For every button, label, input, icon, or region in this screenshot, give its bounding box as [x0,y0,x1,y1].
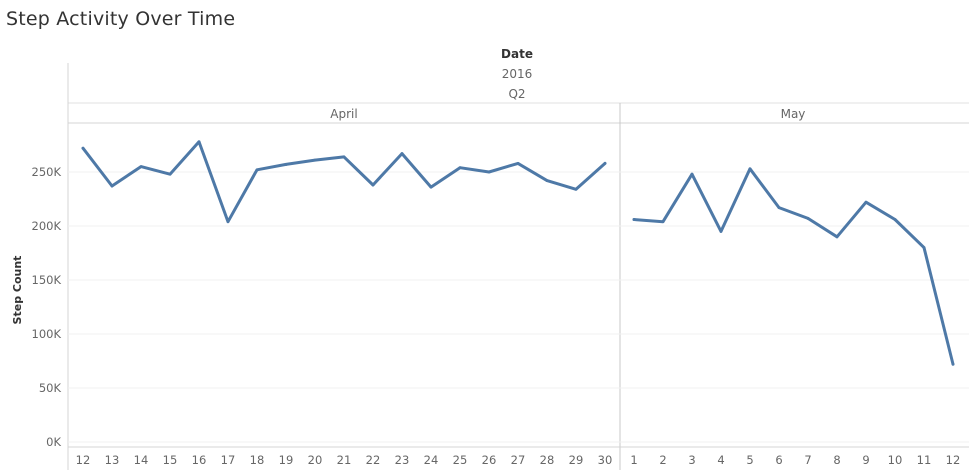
y-tick-label: 150K [32,273,62,287]
y-axis-ticks: 0K 50K 100K 150K 200K 250K [32,165,62,449]
x-tick-label: 22 [366,453,381,467]
x-axis-ticks: 12 13 14 15 16 17 18 19 20 21 22 23 24 25 26 27 28 29 30 1 2… [76,453,961,467]
data-point[interactable] [284,163,288,166]
x-tick-label: 21 [337,453,352,467]
series-lines [81,140,955,366]
x-tick-label: 6 [775,453,782,467]
header-field: Date [501,47,533,61]
data-point[interactable] [313,158,317,162]
header-year: 2016 [502,67,533,81]
data-point[interactable] [168,172,172,176]
data-point[interactable] [951,362,955,366]
month-label-may: May [781,107,806,121]
series-line-may [632,167,955,366]
x-tick-label: 20 [308,453,323,467]
data-point[interactable] [719,230,723,233]
series-line-april [81,140,607,224]
chart-title: Step Activity Over Time [6,8,236,30]
y-axis-label: Step Count [11,256,24,325]
x-tick-label: 8 [833,453,840,467]
header-quarter: Q2 [508,87,525,101]
x-tick-label: 26 [482,453,497,467]
x-tick-label: 15 [163,453,178,467]
data-point[interactable] [371,183,375,187]
data-point[interactable] [893,218,897,221]
data-point[interactable] [835,235,839,239]
x-tick-label: 12 [946,453,961,467]
x-tick-label: 23 [395,453,410,467]
data-point[interactable] [864,200,868,204]
x-tick-label: 19 [279,453,294,467]
x-tick-label: 11 [917,453,932,467]
x-tick-label: 3 [688,453,695,467]
data-point[interactable] [516,161,520,165]
data-point[interactable] [545,179,549,183]
x-tick-label: 13 [105,453,120,467]
x-tick-label: 14 [134,453,149,467]
data-point[interactable] [806,217,810,220]
x-tick-label: 27 [511,453,526,467]
data-point[interactable] [342,155,346,159]
x-tick-label: 12 [76,453,91,467]
x-tick-label: 4 [717,453,724,467]
x-tick-label: 17 [221,453,236,467]
y-tick-label: 0K [46,435,61,449]
data-point[interactable] [458,166,462,170]
gridlines [68,171,969,443]
x-tick-label: 7 [804,453,811,467]
data-point[interactable] [487,170,491,174]
data-point[interactable] [81,146,85,150]
data-point[interactable] [777,206,781,210]
x-tick-label: 24 [424,453,439,467]
x-tick-label: 16 [192,453,207,467]
month-label-april: April [330,107,357,121]
x-tick-label: 9 [862,453,869,467]
x-tick-label: 10 [888,453,903,467]
x-tick-label: 1 [630,453,637,467]
data-point[interactable] [255,168,259,172]
data-point[interactable] [574,187,578,191]
y-tick-label: 100K [32,327,62,341]
x-tick-label: 25 [453,453,468,467]
x-tick-label: 28 [540,453,555,467]
y-tick-label: 50K [39,381,62,395]
x-tick-label: 2 [659,453,666,467]
y-tick-label: 200K [32,219,62,233]
y-tick-label: 250K [32,165,62,179]
data-point[interactable] [400,152,404,156]
data-point[interactable] [226,220,230,224]
data-point[interactable] [110,184,114,188]
data-point[interactable] [139,165,143,169]
x-tick-label: 18 [250,453,265,467]
x-tick-label: 5 [746,453,753,467]
data-point[interactable] [632,218,636,221]
data-point[interactable] [661,220,665,224]
data-point[interactable] [690,172,694,176]
data-point[interactable] [197,140,201,144]
data-point[interactable] [603,161,607,165]
x-tick-label: 29 [569,453,584,467]
data-point[interactable] [922,246,926,250]
data-point[interactable] [748,167,752,171]
data-point[interactable] [429,185,433,189]
x-tick-label: 30 [598,453,613,467]
